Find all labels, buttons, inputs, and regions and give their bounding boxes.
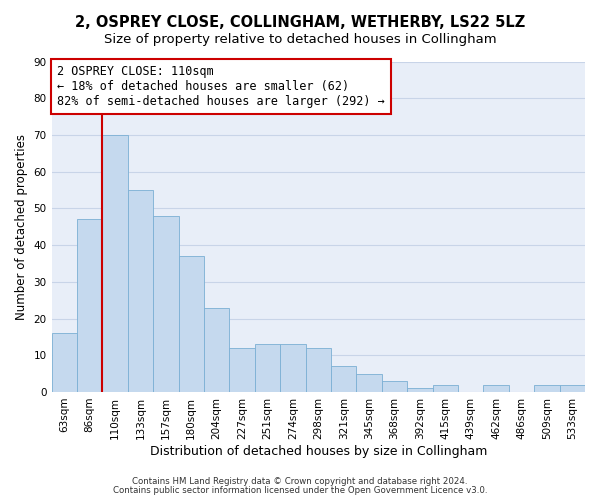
- Bar: [103, 135, 128, 392]
- Bar: [128, 190, 153, 392]
- Bar: [534, 384, 560, 392]
- Text: Contains public sector information licensed under the Open Government Licence v3: Contains public sector information licen…: [113, 486, 487, 495]
- Bar: [280, 344, 305, 392]
- Text: 2 OSPREY CLOSE: 110sqm
← 18% of detached houses are smaller (62)
82% of semi-det: 2 OSPREY CLOSE: 110sqm ← 18% of detached…: [57, 65, 385, 108]
- Bar: [255, 344, 280, 392]
- Bar: [331, 366, 356, 392]
- Bar: [433, 384, 458, 392]
- Bar: [179, 256, 204, 392]
- Bar: [77, 220, 103, 392]
- Text: Size of property relative to detached houses in Collingham: Size of property relative to detached ho…: [104, 32, 496, 46]
- Bar: [204, 308, 229, 392]
- Bar: [407, 388, 433, 392]
- Y-axis label: Number of detached properties: Number of detached properties: [15, 134, 28, 320]
- X-axis label: Distribution of detached houses by size in Collingham: Distribution of detached houses by size …: [149, 444, 487, 458]
- Bar: [356, 374, 382, 392]
- Text: 2, OSPREY CLOSE, COLLINGHAM, WETHERBY, LS22 5LZ: 2, OSPREY CLOSE, COLLINGHAM, WETHERBY, L…: [75, 15, 525, 30]
- Text: Contains HM Land Registry data © Crown copyright and database right 2024.: Contains HM Land Registry data © Crown c…: [132, 477, 468, 486]
- Bar: [229, 348, 255, 392]
- Bar: [484, 384, 509, 392]
- Bar: [382, 381, 407, 392]
- Bar: [52, 333, 77, 392]
- Bar: [305, 348, 331, 392]
- Bar: [560, 384, 585, 392]
- Bar: [153, 216, 179, 392]
